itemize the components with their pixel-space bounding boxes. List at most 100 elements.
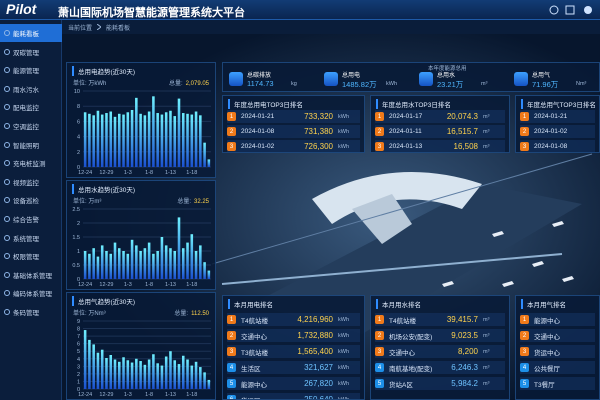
ranking-row: 3 货运中心 xyxy=(520,345,595,358)
bar xyxy=(186,359,189,389)
menu-item[interactable]: 设备巡检 xyxy=(0,191,62,209)
row-unit: m³ xyxy=(483,348,490,355)
bar xyxy=(169,351,172,389)
ranking-panel: 年度总用电TOP3日排名 1 2024-01-21 733,320 kWh 2 2024-0… xyxy=(222,95,365,153)
x-tick-label: 1-18 xyxy=(186,282,197,288)
logo: Pilot xyxy=(6,1,37,17)
name: 公共餐厅 xyxy=(534,365,560,373)
bar xyxy=(177,98,181,167)
bar xyxy=(100,114,104,167)
y-tick-label: 3 xyxy=(77,364,80,370)
bar xyxy=(109,111,113,167)
total-label: 总量: xyxy=(174,311,189,317)
bar xyxy=(203,262,206,279)
row-value: 321,627 xyxy=(304,363,333,372)
ranking-row: 2 机场公安(配变) 9,023.5 m³ xyxy=(375,329,505,342)
menu-item[interactable]: 能源管理 xyxy=(0,61,62,79)
menu-icon xyxy=(4,234,10,241)
row-unit: kWh xyxy=(338,396,349,400)
menu-item[interactable]: 智能照明 xyxy=(0,136,62,154)
bar xyxy=(169,110,172,167)
menu-item[interactable]: 系统管理 xyxy=(0,229,62,247)
ranking-row: 4 生活区 321,627 kWh xyxy=(227,361,360,374)
header: Pilot 萧山国际机场智慧能源管理系统大平台 xyxy=(0,0,600,20)
menu-item[interactable]: 权限管理 xyxy=(0,247,62,265)
menu-item[interactable]: 双碳管理 xyxy=(0,43,62,61)
unit-label: 单位: 万kWh xyxy=(73,81,107,87)
bar xyxy=(181,355,185,389)
menu-item[interactable]: 条码管理 xyxy=(0,303,62,321)
rank-badge: 3 xyxy=(227,347,236,356)
menu-item[interactable]: 基础体系管理 xyxy=(0,266,62,284)
total-label: 总量: xyxy=(168,81,183,87)
bar xyxy=(105,358,108,389)
row-value: 267,820 xyxy=(304,379,333,388)
total-value: 112.50 xyxy=(191,311,209,317)
y-tick-label: 9 xyxy=(77,319,80,325)
ranking-row: 2 2024-01-02 xyxy=(520,125,595,138)
panel-title: 年度总用气TOP3日排名 xyxy=(521,99,596,109)
menu-icon xyxy=(4,216,10,222)
bar xyxy=(194,361,198,389)
rank-badge: 2 xyxy=(520,127,529,136)
ranking-row: 2 交通中心 1,732,880 kWh xyxy=(227,329,360,342)
menu-label: 雨水污水 xyxy=(13,86,39,94)
row-unit: m³ xyxy=(483,128,490,135)
menu-item[interactable]: 空调监控 xyxy=(0,117,62,135)
header-icons[interactable] xyxy=(548,4,596,16)
menu-label: 配电监控 xyxy=(13,105,39,113)
trend-panel: 总用电趋势(近30天) 单位: 万kWh 总量: 2,079.05 0 2 4 6 8 10 12-… xyxy=(66,62,216,178)
row-value: 726,300 xyxy=(304,142,333,151)
menu-item[interactable]: 综合告警 xyxy=(0,210,62,228)
menu-item[interactable]: 视频监控 xyxy=(0,173,62,191)
summary-value: 1174.73 xyxy=(247,79,274,88)
panel-title: 总用气趋势(近30天) xyxy=(72,296,135,306)
ranking-row: 4 公共餐厅 xyxy=(520,361,595,374)
bar xyxy=(156,251,159,279)
bar xyxy=(126,360,130,389)
name: T4航站楼 xyxy=(241,317,269,325)
menu-icon xyxy=(4,48,10,55)
menu-item[interactable]: 充电桩监测 xyxy=(0,154,62,172)
bar xyxy=(117,361,121,389)
bar xyxy=(203,142,206,167)
rank-badge: 4 xyxy=(375,363,384,372)
menu-item[interactable]: 雨水污水 xyxy=(0,80,62,98)
total-value: 32.25 xyxy=(193,199,209,205)
menu-icon xyxy=(4,141,10,148)
ranking-row: 3 2024-01-13 16,508 m³ xyxy=(375,140,505,152)
menu-label: 智能照明 xyxy=(13,142,39,150)
menu-item[interactable]: 能耗看板 xyxy=(0,24,62,42)
name: 交通中心 xyxy=(534,333,560,341)
bar xyxy=(105,113,108,167)
menu-icon xyxy=(4,123,10,129)
menu-icon xyxy=(4,290,10,297)
menu-label: 空调监控 xyxy=(13,124,39,131)
crumb[interactable]: 当前位置 xyxy=(68,25,93,32)
bar xyxy=(186,113,189,167)
bar xyxy=(190,365,194,389)
row-value: 733,320 xyxy=(304,112,333,121)
row-value: 731,380 xyxy=(304,127,333,136)
row-unit: m³ xyxy=(483,332,490,339)
menu-item[interactable]: 配电监控 xyxy=(0,98,62,116)
summary-icon xyxy=(419,72,433,86)
total: 总量: 32.25 xyxy=(177,196,209,205)
total: 总量: 112.50 xyxy=(174,308,209,317)
x-tick-label: 1-18 xyxy=(186,392,197,398)
menu-label: 设备巡检 xyxy=(13,198,39,206)
rank-badge: 5 xyxy=(375,379,384,388)
menu-label: 权限管理 xyxy=(13,254,39,262)
row-value: 1,565,400 xyxy=(297,347,333,356)
x-tick-label: 1-3 xyxy=(124,170,132,176)
row-unit: kWh xyxy=(338,113,349,120)
x-tick-label: 12-24 xyxy=(78,282,92,288)
ranking-row: 1 2024-01-21 733,320 kWh xyxy=(227,110,360,123)
rank-badge: 2 xyxy=(520,331,529,340)
name: T3航站楼 xyxy=(241,349,269,357)
menu-icon xyxy=(4,178,10,185)
menu-item[interactable]: 编码体系管理 xyxy=(0,284,62,302)
bar xyxy=(152,253,155,279)
x-tick-label: 1-8 xyxy=(145,170,153,176)
ranking-row: 3 交通中心 8,200 m³ xyxy=(375,345,505,358)
